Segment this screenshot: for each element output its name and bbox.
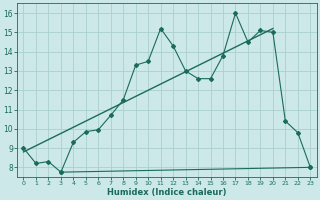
X-axis label: Humidex (Indice chaleur): Humidex (Indice chaleur) (107, 188, 227, 197)
